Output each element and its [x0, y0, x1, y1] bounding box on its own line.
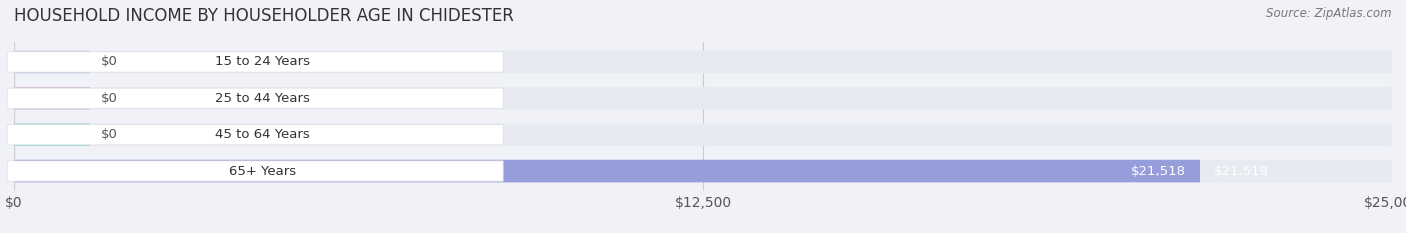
FancyBboxPatch shape	[7, 52, 503, 72]
FancyBboxPatch shape	[14, 123, 90, 146]
Text: 45 to 64 Years: 45 to 64 Years	[215, 128, 309, 141]
Text: HOUSEHOLD INCOME BY HOUSEHOLDER AGE IN CHIDESTER: HOUSEHOLD INCOME BY HOUSEHOLDER AGE IN C…	[14, 7, 515, 25]
Text: $21,518: $21,518	[1132, 164, 1187, 178]
Text: $0: $0	[101, 128, 118, 141]
Text: 65+ Years: 65+ Years	[229, 164, 295, 178]
FancyBboxPatch shape	[14, 87, 1392, 110]
FancyBboxPatch shape	[7, 161, 503, 181]
Text: 25 to 44 Years: 25 to 44 Years	[215, 92, 309, 105]
Text: $0: $0	[101, 55, 118, 69]
Text: $21,518: $21,518	[1213, 164, 1268, 178]
Text: 15 to 24 Years: 15 to 24 Years	[215, 55, 309, 69]
Text: Source: ZipAtlas.com: Source: ZipAtlas.com	[1267, 7, 1392, 20]
FancyBboxPatch shape	[14, 123, 1392, 146]
FancyBboxPatch shape	[7, 124, 503, 145]
FancyBboxPatch shape	[7, 88, 503, 109]
FancyBboxPatch shape	[14, 87, 90, 110]
FancyBboxPatch shape	[14, 160, 1392, 182]
FancyBboxPatch shape	[14, 160, 1201, 182]
Text: $0: $0	[101, 92, 118, 105]
FancyBboxPatch shape	[14, 51, 1392, 73]
FancyBboxPatch shape	[14, 51, 90, 73]
